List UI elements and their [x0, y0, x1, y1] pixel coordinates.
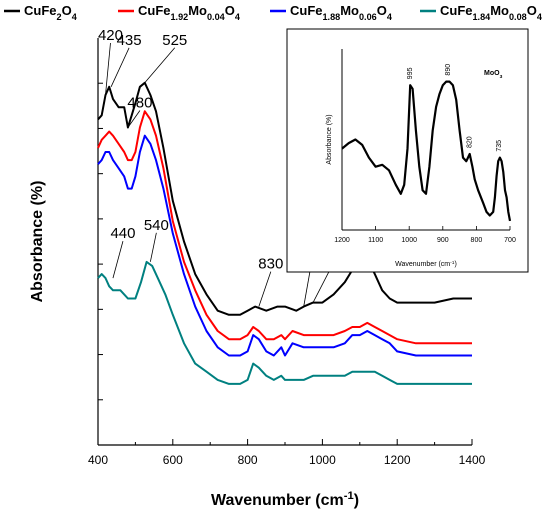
- inset-x-tick-label: 1000: [401, 237, 417, 244]
- series-line-3: [97, 260, 472, 385]
- series-line-1: [97, 110, 472, 345]
- inset-peak-label: 890: [445, 64, 452, 76]
- annotation-leader: [105, 42, 111, 96]
- peak-label: 435: [117, 32, 142, 49]
- x-tick-label: 1000: [309, 453, 336, 467]
- annotation-leader: [144, 47, 176, 84]
- peak-label: 420: [98, 27, 123, 44]
- peak-label: 525: [162, 32, 187, 49]
- annotation-leader: [149, 232, 157, 262]
- legend: CuFe2O4 CuFe1.92Mo0.04O4 CuFe1.88Mo0.06O4 C…: [4, 3, 543, 22]
- legend-label: CuFe2O4: [24, 3, 78, 22]
- x-tick-label: 1400: [459, 453, 486, 467]
- y-axis-label: Absorbance (%): [29, 181, 46, 303]
- annotation-leader: [127, 110, 141, 128]
- x-tick-label: 1200: [384, 453, 411, 467]
- annotation-leader: [110, 47, 130, 88]
- series-line-2: [97, 134, 472, 357]
- inset-x-axis-label: Wavenumber (cm-1): [395, 260, 457, 269]
- inset-peak-label: 735: [496, 140, 503, 152]
- peak-label: 440: [110, 225, 135, 242]
- legend-label: CuFe1.92Mo0.04O4: [138, 3, 241, 22]
- x-tick-label: 600: [163, 453, 183, 467]
- x-axis-label: Wavenumber (cm-1): [211, 490, 359, 509]
- x-tick-label: 800: [238, 453, 258, 467]
- annotation-leader: [112, 241, 124, 279]
- peak-label: 480: [127, 95, 152, 112]
- inset-plot: 1200 1100 1000 900 800 700 Wavenumber (cm-1) Ab…: [286, 28, 529, 273]
- legend-label: CuFe1.84Mo0.08O4: [440, 3, 543, 22]
- peak-label: 540: [144, 217, 169, 234]
- inset-series-line: [341, 80, 512, 222]
- annotation-leader: [312, 267, 332, 303]
- inset-title: MoO3: [484, 70, 503, 80]
- inset-x-tick-label: 1100: [368, 237, 383, 244]
- inset-x-tick-label: 900: [437, 237, 449, 244]
- peak-label: 830: [258, 256, 283, 273]
- inset-peak-label: 995: [407, 67, 414, 79]
- inset-peak-label: 820: [467, 136, 474, 148]
- x-tick-label: 400: [88, 453, 108, 467]
- inset-x-tick-label: 800: [471, 237, 483, 244]
- inset-x-tick-label: 700: [504, 237, 516, 244]
- inset-y-axis-label: Absorbance (%): [326, 114, 333, 164]
- main-plot: 400 600 800 1000 1200 1400 Wavenumber (cm-1) Ab…: [29, 27, 486, 509]
- inset-x-tick-label: 1200: [334, 237, 350, 244]
- annotation-leader: [258, 271, 272, 307]
- legend-label: CuFe1.88Mo0.06O4: [290, 3, 393, 22]
